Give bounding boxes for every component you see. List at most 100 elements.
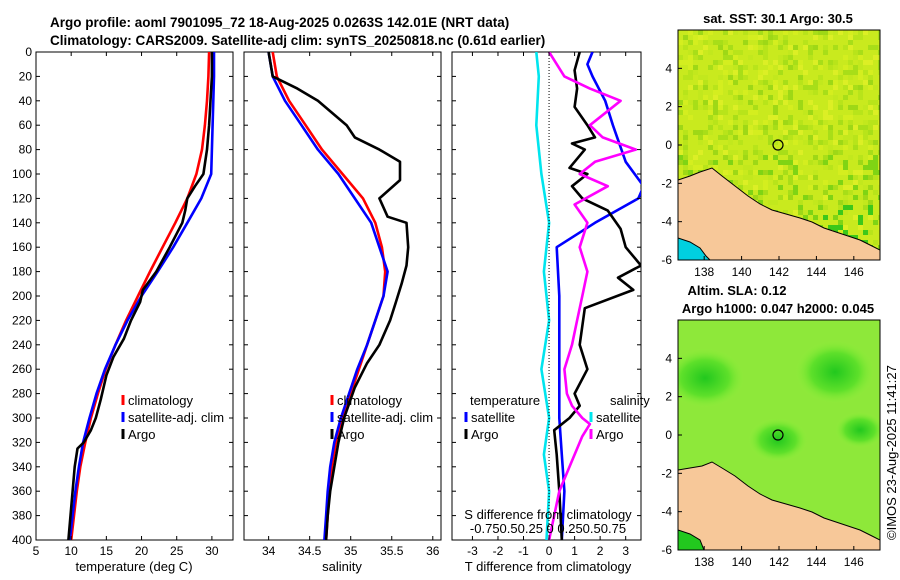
sst-cell [803, 125, 808, 130]
sst-cell [873, 85, 878, 90]
sst-cell [873, 125, 878, 130]
sst-cell [758, 30, 763, 35]
sst-cell [848, 135, 853, 140]
sst-cell [853, 50, 858, 55]
sst-cell [723, 30, 728, 35]
sst-cell [823, 215, 828, 220]
sst-cell [728, 160, 733, 165]
sst-cell [878, 120, 880, 125]
sst-cell [723, 110, 728, 115]
sst-cell [868, 70, 873, 75]
sst-cell [733, 150, 738, 155]
sst-cell [818, 200, 823, 205]
sst-cell [713, 95, 718, 100]
sst-cell [878, 225, 880, 230]
sst-cell [778, 100, 783, 105]
figure-title-line2: Climatology: CARS2009. Satellite-adj cli… [50, 33, 545, 48]
sst-cell [733, 80, 738, 85]
diff-series-temperature-argo [552, 52, 641, 540]
sst-cell [848, 90, 853, 95]
sst-cell [813, 105, 818, 110]
sst-cell [808, 45, 813, 50]
sst-cell [853, 135, 858, 140]
sst-cell [848, 70, 853, 75]
depth-tick-label: 280 [12, 387, 32, 401]
sst-cell [688, 100, 693, 105]
sst-cell [773, 105, 778, 110]
sst-cell [748, 125, 753, 130]
sst-cell [748, 170, 753, 175]
sst-cell [773, 110, 778, 115]
sst-cell [843, 95, 848, 100]
sst-cell [843, 165, 848, 170]
sst-cell [683, 45, 688, 50]
sst-cell [778, 160, 783, 165]
sst-cell [813, 200, 818, 205]
temperature-axes-box [35, 51, 234, 541]
sst-cell [798, 210, 803, 215]
sst-cell [718, 135, 723, 140]
sst-cell [688, 55, 693, 60]
depth-tick-label: 120 [12, 191, 32, 205]
depth-tick-label: 180 [12, 265, 32, 279]
sst-cell [843, 45, 848, 50]
sst-cell [798, 80, 803, 85]
sst-cell [708, 65, 713, 70]
depth-tick-label: 340 [12, 460, 32, 474]
sst-cell [738, 70, 743, 75]
sst-cell [828, 100, 833, 105]
sst-cell [763, 130, 768, 135]
sst-cell [733, 125, 738, 130]
sst-cell [798, 60, 803, 65]
sst-cell [678, 55, 683, 60]
sst-cell [863, 125, 868, 130]
sst-cell [823, 190, 828, 195]
sst-cell [723, 145, 728, 150]
sst-cell [703, 135, 708, 140]
sst-cell [793, 45, 798, 50]
sst-cell [713, 115, 718, 120]
sla-map-title-line1: Altim. SLA: 0.12 [688, 283, 787, 298]
sst-cell [743, 125, 748, 130]
sst-cell [728, 60, 733, 65]
sst-cell [828, 65, 833, 70]
sst-cell [753, 65, 758, 70]
sst-cell [738, 100, 743, 105]
sst-cell [838, 210, 843, 215]
sst-cell [678, 40, 683, 45]
sst-cell [793, 175, 798, 180]
sst-cell [688, 115, 693, 120]
sst-cell [828, 135, 833, 140]
sst-cell [868, 150, 873, 155]
sst-cell [773, 200, 778, 205]
sst-cell [863, 165, 868, 170]
sst-cell [768, 30, 773, 35]
sst-cell [698, 165, 703, 170]
sst-cell [873, 45, 878, 50]
sst-cell [753, 145, 758, 150]
sst-cell [723, 155, 728, 160]
sst-cell [803, 45, 808, 50]
sst-cell [823, 30, 828, 35]
sst-cell [723, 105, 728, 110]
sst-cell [848, 200, 853, 205]
sst-cell [858, 160, 863, 165]
sst-cell [843, 225, 848, 230]
sst-cell [848, 125, 853, 130]
sst-cell [693, 105, 698, 110]
sst-cell [858, 125, 863, 130]
sst-cell [693, 155, 698, 160]
sst-cell [863, 80, 868, 85]
sst-cell [683, 135, 688, 140]
sst-cell [788, 95, 793, 100]
sst-cell [828, 130, 833, 135]
sst-cell [698, 135, 703, 140]
sst-cell [813, 185, 818, 190]
sst-cell [718, 85, 723, 90]
sst-cell [843, 185, 848, 190]
sst-cell [793, 50, 798, 55]
sst-cell [718, 105, 723, 110]
sst-cell [743, 40, 748, 45]
sst-cell [708, 125, 713, 130]
sst-cell [693, 70, 698, 75]
